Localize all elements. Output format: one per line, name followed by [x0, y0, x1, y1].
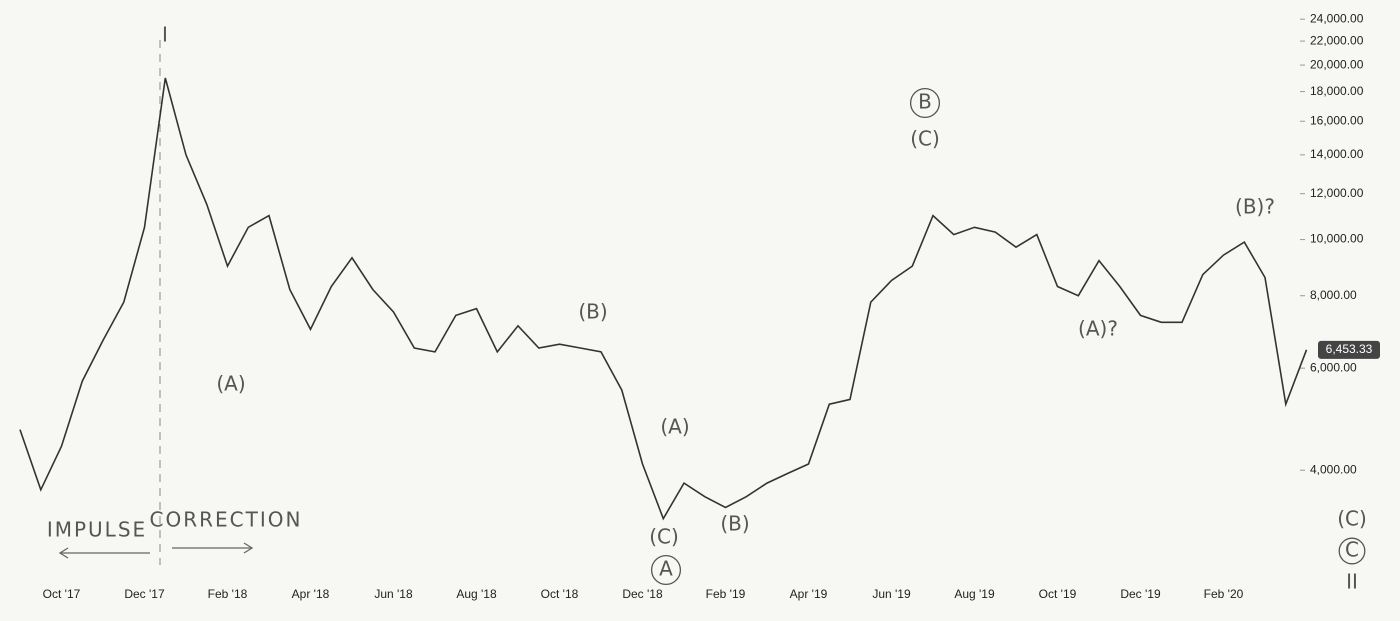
- arrows: [58, 542, 254, 559]
- x-tick-label: Feb '19: [706, 587, 746, 601]
- y-tick-label: 4,000.00: [1310, 462, 1357, 476]
- y-tick-label: 16,000.00: [1310, 113, 1364, 127]
- x-tick-label: Dec '19: [1120, 587, 1161, 601]
- y-tick-label: 20,000.00: [1310, 57, 1364, 71]
- x-tick-label: Oct '19: [1039, 587, 1077, 601]
- annotation-circle: [650, 554, 682, 586]
- price-label: 6,453.33: [1326, 342, 1373, 356]
- x-tick-label: Dec '18: [622, 587, 663, 601]
- x-tick-label: Jun '18: [374, 587, 413, 601]
- annotation: (A): [216, 372, 245, 396]
- price-line: [19, 77, 1308, 521]
- x-tick-label: Feb '20: [1204, 587, 1244, 601]
- y-tick-label: 24,000.00: [1310, 11, 1364, 25]
- annotation: II: [1346, 570, 1358, 594]
- annotation: B: [918, 90, 932, 114]
- y-tick-label: 12,000.00: [1310, 186, 1364, 200]
- x-tick-label: Aug '19: [954, 587, 995, 601]
- annotation: (B): [578, 300, 607, 324]
- annotation: (B): [720, 512, 749, 536]
- x-tick-label: Jun '19: [872, 587, 911, 601]
- annotation: (B)?: [1235, 195, 1275, 219]
- annotation: CORRECTION: [150, 508, 303, 532]
- annotation: IMPULSE: [47, 518, 147, 542]
- x-tick-label: Apr '18: [292, 587, 330, 601]
- y-tick-label: 18,000.00: [1310, 84, 1364, 98]
- annotation-circle: [1338, 537, 1366, 565]
- y-tick-label: 14,000.00: [1310, 147, 1364, 161]
- price-badge: [1318, 340, 1380, 359]
- x-tick-label: Apr '19: [790, 587, 828, 601]
- annotation: (A): [660, 415, 689, 439]
- x-tick-label: Dec '17: [124, 587, 165, 601]
- annotation: (C): [1337, 507, 1367, 531]
- annotation: C: [1345, 538, 1359, 562]
- y-tick-label: 10,000.00: [1310, 232, 1364, 246]
- x-tick-label: Oct '17: [43, 587, 81, 601]
- y-tick-label: 6,000.00: [1310, 360, 1357, 374]
- annotation: A: [659, 557, 673, 581]
- annotation: (A)?: [1078, 317, 1118, 341]
- annotation: I: [162, 23, 168, 47]
- y-tick-label: 22,000.00: [1310, 33, 1364, 47]
- y-tick-label: 8,000.00: [1310, 288, 1357, 302]
- annotation: (C): [910, 127, 940, 151]
- x-tick-label: Aug '18: [456, 587, 497, 601]
- annotation-circle: [909, 87, 941, 119]
- x-tick-label: Oct '18: [541, 587, 579, 601]
- x-tick-label: Feb '18: [208, 587, 248, 601]
- annotation: (C): [649, 525, 679, 549]
